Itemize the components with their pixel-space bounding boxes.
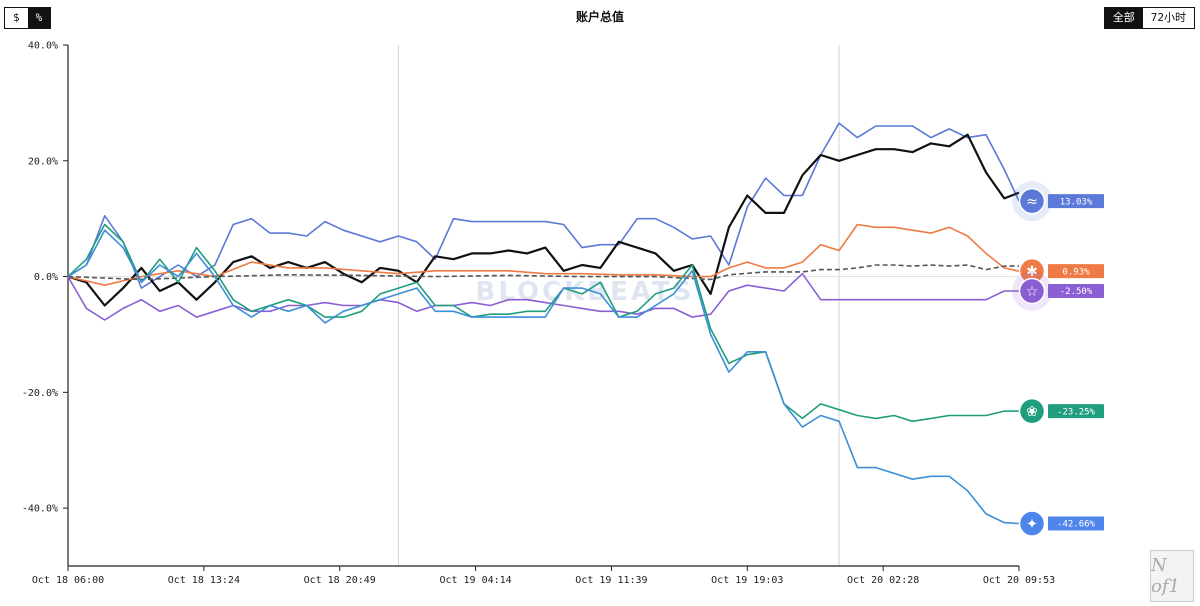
marker-layer: ≈13.03% ✱ 0.93% ☆ -2.50% ❀ -23.25% ✦ -42.66% xyxy=(1012,181,1104,537)
end-label-2: 0.93% xyxy=(1062,267,1090,277)
x-tick-label-5: Oct 19 19:03 xyxy=(711,575,783,586)
grok-spark-icon-glyph: ☆ xyxy=(1026,284,1039,300)
series-line-3[interactable] xyxy=(67,264,1019,281)
series-line-4[interactable] xyxy=(67,272,1019,321)
end-label-0: 13.03% xyxy=(1060,197,1093,207)
end-label-box-7 xyxy=(1048,516,1104,531)
x-tick-label-3: Oct 19 04:14 xyxy=(439,575,511,586)
y-tick-label-1: 20.0% xyxy=(28,156,58,167)
x-tick-label-7: Oct 20 09:53 xyxy=(983,575,1055,586)
deepseek-whale-icon-glyph: ≈ xyxy=(1026,194,1038,210)
end-label-4: -2.50% xyxy=(1060,287,1093,297)
end-label-box-4 xyxy=(1048,284,1104,299)
chart-title: 账户总值 xyxy=(575,10,624,24)
claude-burst-icon-glyph: ✱ xyxy=(1026,264,1038,280)
series-line-2[interactable] xyxy=(67,223,1020,286)
y-tick-label-4: -40.0% xyxy=(22,504,58,515)
series-layer xyxy=(67,122,1020,525)
range-toggle: 全部 72小时 xyxy=(1103,7,1195,29)
x-tick-label-2: Oct 18 20:49 xyxy=(304,575,376,586)
deepseek-whale-icon[interactable] xyxy=(1018,187,1046,215)
dollar-unit-button[interactable]: $ xyxy=(5,8,28,28)
nof1-logo: N of1 xyxy=(1150,550,1194,602)
unit-toggle: $ % xyxy=(4,7,52,29)
gemini-star-icon-glyph: ✦ xyxy=(1026,517,1038,533)
x-tick-label-6: Oct 20 02:28 xyxy=(847,575,919,586)
x-tick-label-1: Oct 18 13:24 xyxy=(168,575,240,586)
end-label-7: -42.66% xyxy=(1057,520,1096,530)
series-line-5[interactable] xyxy=(67,223,1019,423)
series-line-1[interactable] xyxy=(67,133,1020,307)
y-tick-label-0: 40.0% xyxy=(28,41,58,52)
y-tick-label-2: 0.0% xyxy=(34,272,58,283)
end-label-5: -23.25% xyxy=(1057,407,1096,417)
series-line-6[interactable] xyxy=(67,229,1020,525)
series-line-0[interactable] xyxy=(67,122,1020,289)
grok-spark-icon[interactable] xyxy=(1018,277,1046,305)
end-label-box-0 xyxy=(1048,194,1104,209)
openai-knot-icon-glyph: ❀ xyxy=(1026,404,1038,420)
percent-unit-button[interactable]: % xyxy=(27,8,51,28)
axis-layer: 40.0% 20.0% 0.0% -20.0% -40.0% Oct 18 06:00 Oc… xyxy=(22,41,1055,587)
gemini-star-icon[interactable] xyxy=(1018,510,1046,537)
range-all-button[interactable]: 全部 xyxy=(1104,8,1143,28)
end-label-box-5 xyxy=(1048,404,1104,419)
watermark-text: BLOCKBEATS xyxy=(476,277,695,307)
y-tick-label-3: -20.0% xyxy=(22,388,58,399)
openai-knot-icon[interactable] xyxy=(1018,397,1046,425)
range-72h-button[interactable]: 72小时 xyxy=(1142,8,1194,28)
x-tick-label-0: Oct 18 06:00 xyxy=(32,575,104,586)
end-label-box-2 xyxy=(1048,264,1104,279)
x-tick-label-4: Oct 19 11:39 xyxy=(575,575,647,586)
